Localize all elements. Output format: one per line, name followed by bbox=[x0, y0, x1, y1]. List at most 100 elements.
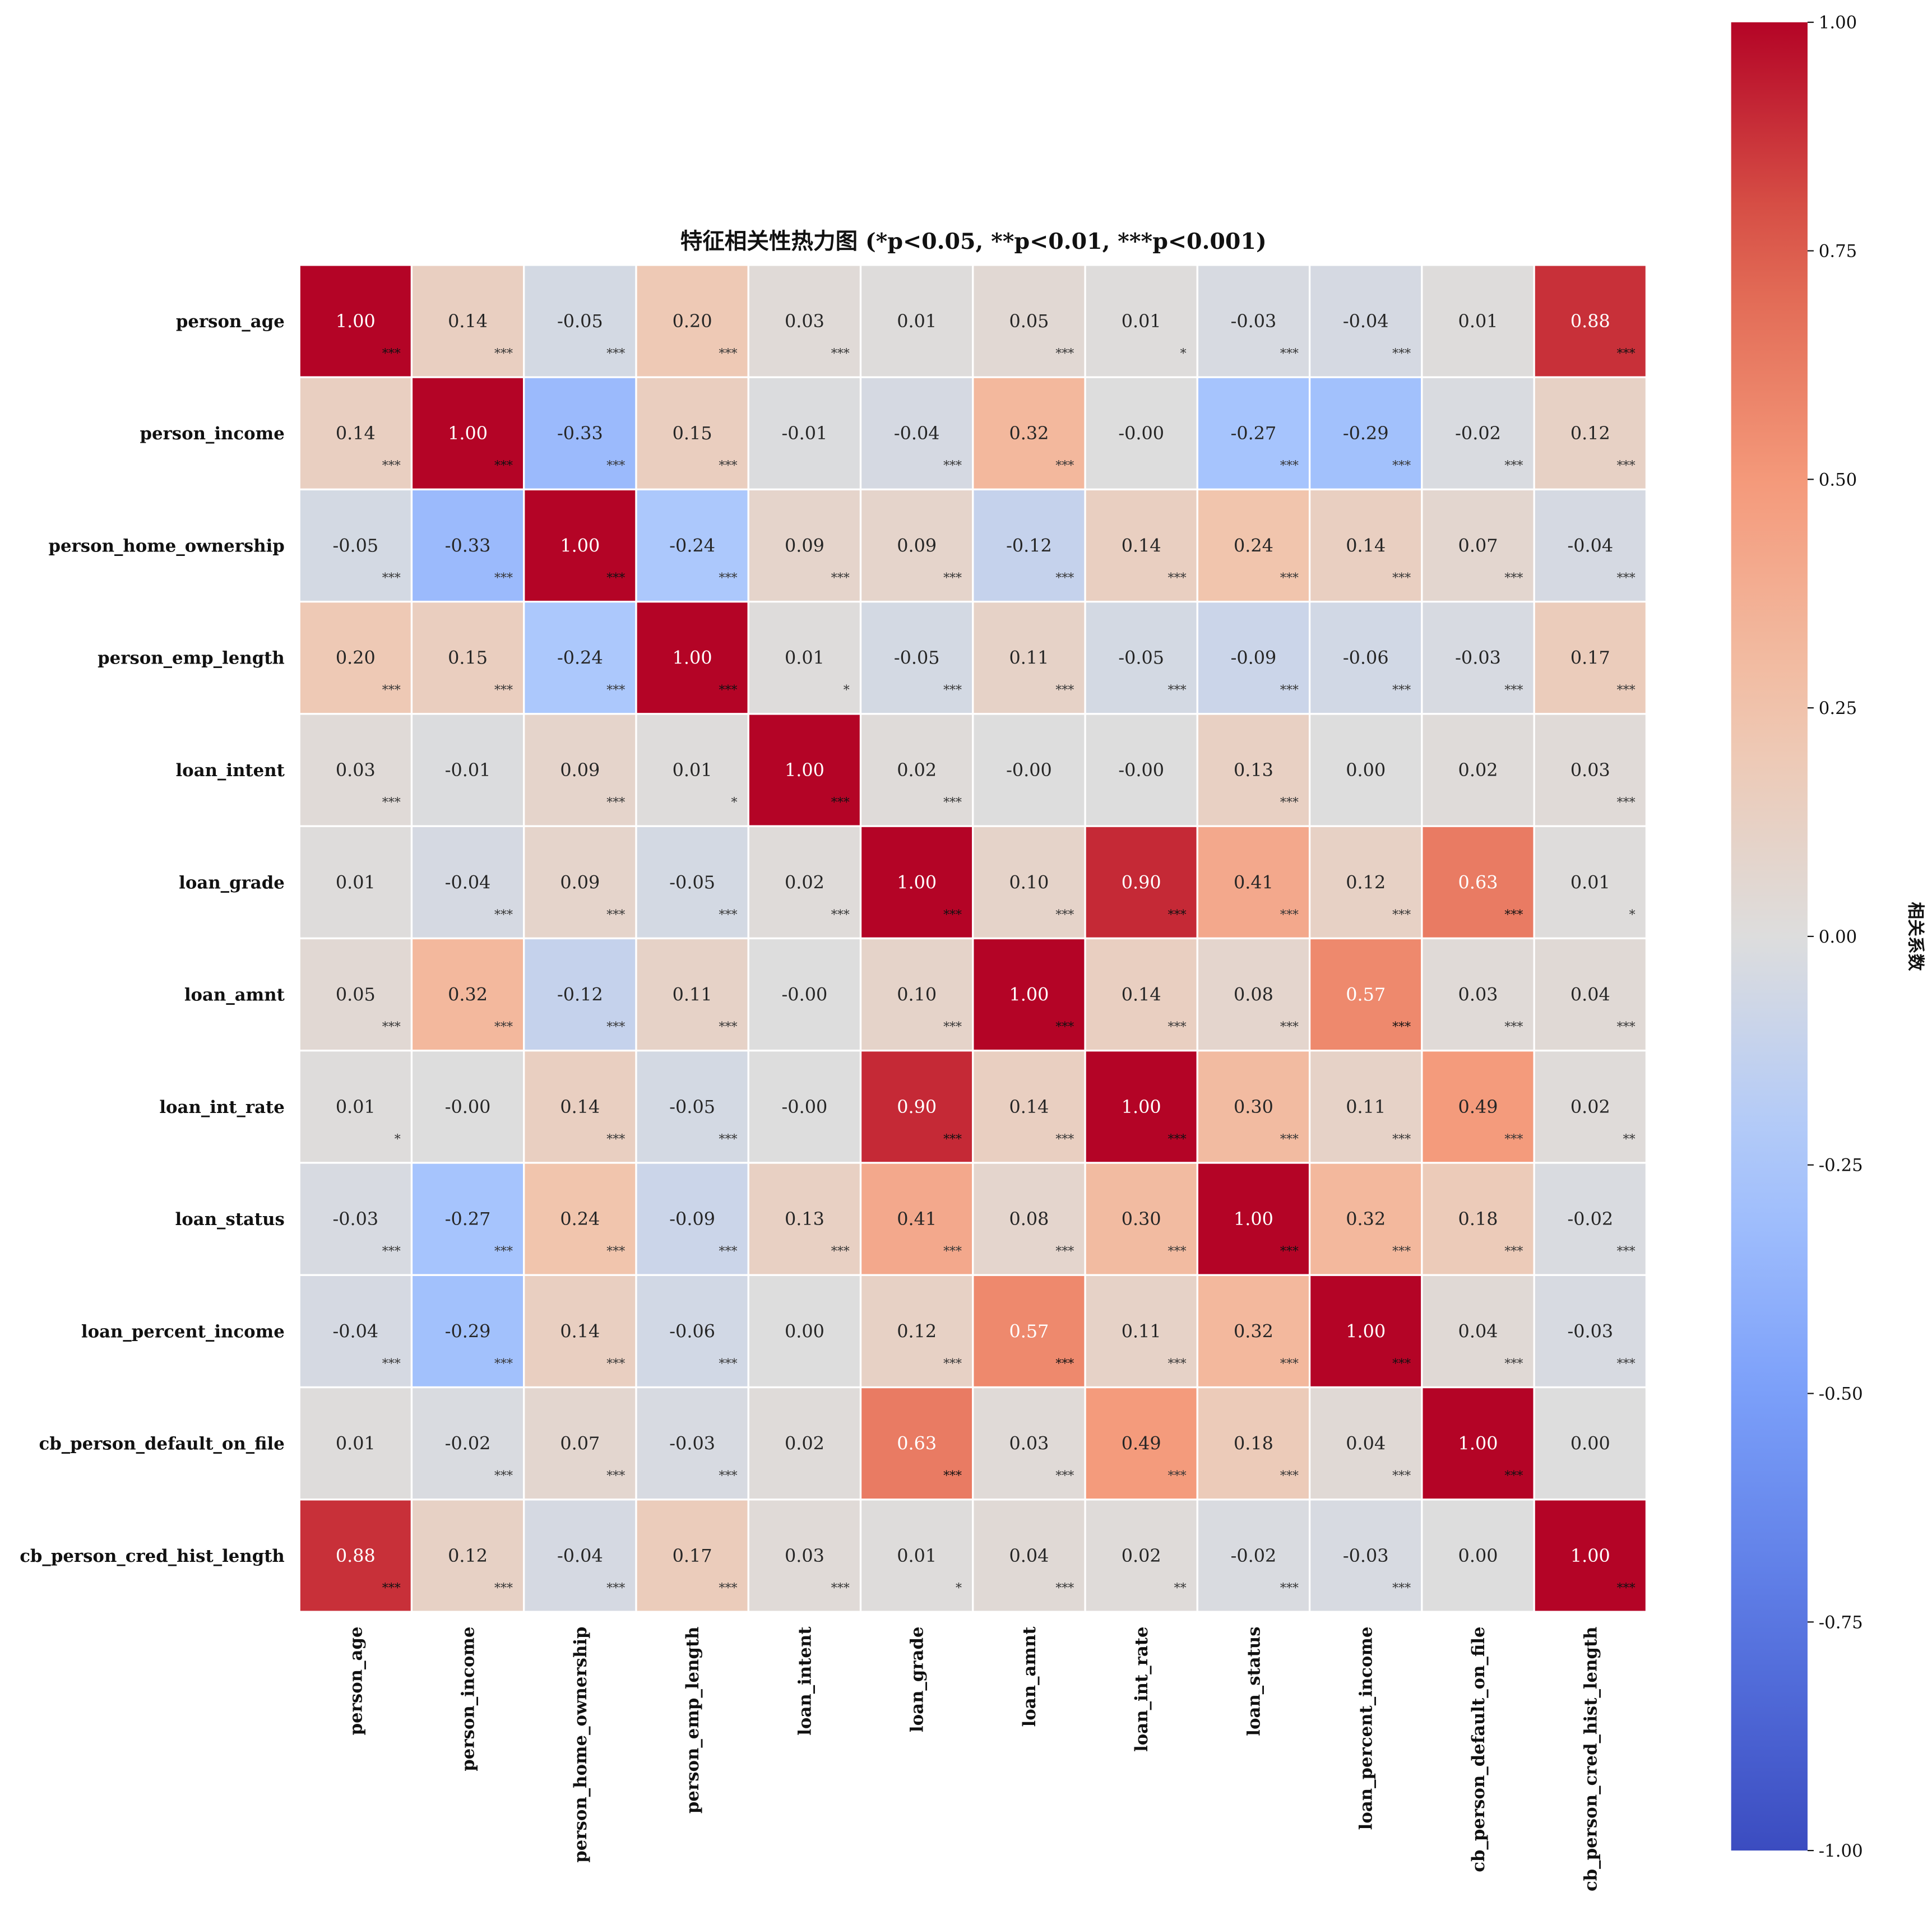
heatmap-cell: 0.12 *** bbox=[1533, 376, 1648, 491]
cell-value: 0.03 bbox=[785, 310, 824, 332]
heatmap-cell: 0.14 *** bbox=[523, 1050, 637, 1164]
significance-stars: *** bbox=[1392, 1133, 1411, 1147]
heatmap-cell: 0.07 *** bbox=[1421, 488, 1535, 603]
heatmap-cell: 0.63 *** bbox=[859, 1386, 974, 1501]
significance-stars: *** bbox=[943, 1357, 962, 1371]
cell-rect bbox=[1084, 1162, 1198, 1276]
cell-value: 0.32 bbox=[1009, 423, 1049, 444]
significance-stars: *** bbox=[1168, 1133, 1187, 1147]
heatmap-cell: -0.00 bbox=[410, 1050, 525, 1164]
significance-stars: *** bbox=[382, 684, 401, 698]
cell-rect bbox=[298, 600, 413, 715]
significance-stars: *** bbox=[943, 796, 962, 810]
heatmap-cell: -0.06 *** bbox=[1308, 600, 1423, 715]
significance-stars: *** bbox=[382, 796, 401, 810]
cell-rect bbox=[298, 488, 413, 603]
cell-value: 0.10 bbox=[1009, 871, 1049, 893]
cell-value: 0.12 bbox=[1570, 423, 1610, 444]
significance-stars: *** bbox=[1504, 571, 1523, 585]
cell-value: 0.03 bbox=[1009, 1433, 1049, 1454]
heatmap-cell: 0.20 *** bbox=[635, 264, 749, 378]
row-label: person_emp_length bbox=[98, 648, 285, 669]
cell-rect bbox=[972, 1386, 1086, 1501]
significance-stars: *** bbox=[606, 1581, 625, 1595]
significance-stars: * bbox=[956, 1581, 962, 1595]
significance-stars: *** bbox=[1168, 1021, 1187, 1035]
significance-stars: *** bbox=[382, 571, 401, 585]
cell-value: 0.01 bbox=[785, 647, 824, 669]
heatmap-cell: 0.05 *** bbox=[298, 937, 413, 1052]
heatmap-cell: -0.05 *** bbox=[298, 488, 413, 603]
cell-value: 0.07 bbox=[1458, 535, 1498, 556]
significance-stars: *** bbox=[1617, 684, 1636, 698]
significance-stars: *** bbox=[606, 1469, 625, 1483]
cell-value: -0.05 bbox=[894, 647, 940, 669]
heatmap-cell: 0.01 * bbox=[298, 1050, 413, 1164]
cell-value: 0.24 bbox=[1234, 535, 1273, 556]
heatmap-cell: 0.10 *** bbox=[859, 937, 974, 1052]
cell-rect bbox=[410, 264, 525, 378]
heatmap-cell: 0.03 *** bbox=[972, 1386, 1086, 1501]
cell-value: 0.11 bbox=[1009, 647, 1049, 669]
heatmap-cell: 0.00 bbox=[747, 1274, 862, 1389]
cell-value: 0.01 bbox=[1458, 310, 1498, 332]
heatmap-cell: -0.00 bbox=[1084, 713, 1198, 827]
cell-value: -0.01 bbox=[782, 423, 828, 444]
cell-rect bbox=[1421, 713, 1535, 827]
significance-stars: *** bbox=[1280, 1021, 1299, 1035]
significance-stars: *** bbox=[1280, 1469, 1299, 1483]
significance-stars: * bbox=[1629, 908, 1636, 922]
cell-value: 0.01 bbox=[897, 310, 937, 332]
heatmap-cell: 0.09 *** bbox=[523, 825, 637, 940]
heatmap-cell: -0.03 *** bbox=[1533, 1274, 1648, 1389]
row-label: cb_person_default_on_file bbox=[39, 1434, 284, 1454]
colorbar: 1.00 0.75 0.50 0.25 0.00 -0.25 -0.50 -0.75 -1.00… bbox=[1731, 13, 1925, 1861]
cell-rect bbox=[635, 1274, 749, 1389]
heatmap-cell: -0.04 *** bbox=[523, 1499, 637, 1613]
cell-rect bbox=[1421, 376, 1535, 491]
cell-rect bbox=[1308, 825, 1423, 940]
column-labels: person_age person_income person_home_owner… bbox=[346, 1626, 1601, 1891]
colorbar-tick-label: 0.25 bbox=[1819, 698, 1857, 718]
heatmap-cell: 0.14 *** bbox=[972, 1050, 1086, 1164]
significance-stars: *** bbox=[1504, 908, 1523, 922]
heatmap-cell: 0.05 *** bbox=[972, 264, 1086, 378]
cell-rect bbox=[1533, 1274, 1648, 1389]
cell-value: 0.20 bbox=[673, 310, 712, 332]
heatmap-cell: 1.00 *** bbox=[1196, 1162, 1311, 1276]
significance-stars: *** bbox=[831, 347, 850, 361]
significance-stars: *** bbox=[1168, 1469, 1187, 1483]
cell-rect bbox=[972, 1274, 1086, 1389]
heatmap-cell: 0.14 *** bbox=[410, 264, 525, 378]
heatmap-cell: -0.24 *** bbox=[635, 488, 749, 603]
cell-value: 0.17 bbox=[1570, 647, 1610, 669]
cell-rect bbox=[523, 1499, 637, 1613]
cell-value: 1.00 bbox=[1122, 1096, 1161, 1117]
cell-value: -0.03 bbox=[1343, 1545, 1389, 1566]
cell-rect bbox=[1084, 264, 1198, 378]
heatmap-cell: 0.03 *** bbox=[747, 1499, 862, 1613]
cell-rect bbox=[1196, 376, 1311, 491]
heatmap-cell: 0.49 *** bbox=[1421, 1050, 1535, 1164]
significance-stars: *** bbox=[1055, 1133, 1074, 1147]
heatmap-cell: -0.03 *** bbox=[1196, 264, 1311, 378]
cell-value: 0.18 bbox=[1234, 1433, 1273, 1454]
heatmap-cell: 0.12 *** bbox=[410, 1499, 525, 1613]
column-label: person_age bbox=[346, 1626, 366, 1735]
significance-stars: *** bbox=[831, 1245, 850, 1259]
cell-value: 0.90 bbox=[897, 1096, 937, 1117]
cell-value: -0.03 bbox=[1455, 647, 1501, 669]
cell-value: 0.08 bbox=[1234, 984, 1273, 1005]
significance-stars: *** bbox=[943, 459, 962, 473]
cell-rect bbox=[972, 1162, 1086, 1276]
cell-value: 0.02 bbox=[897, 759, 937, 781]
colorbar-gradient bbox=[1731, 22, 1808, 1851]
heatmap-cell: 0.02 *** bbox=[747, 825, 862, 940]
cell-value: -0.27 bbox=[445, 1208, 491, 1230]
significance-stars: *** bbox=[1055, 1469, 1074, 1483]
cell-value: -0.27 bbox=[1231, 423, 1277, 444]
cell-value: -0.02 bbox=[1567, 1208, 1613, 1230]
cell-rect bbox=[972, 488, 1086, 603]
cell-value: -0.24 bbox=[557, 647, 603, 669]
heatmap-cell: 0.03 *** bbox=[1421, 937, 1535, 1052]
